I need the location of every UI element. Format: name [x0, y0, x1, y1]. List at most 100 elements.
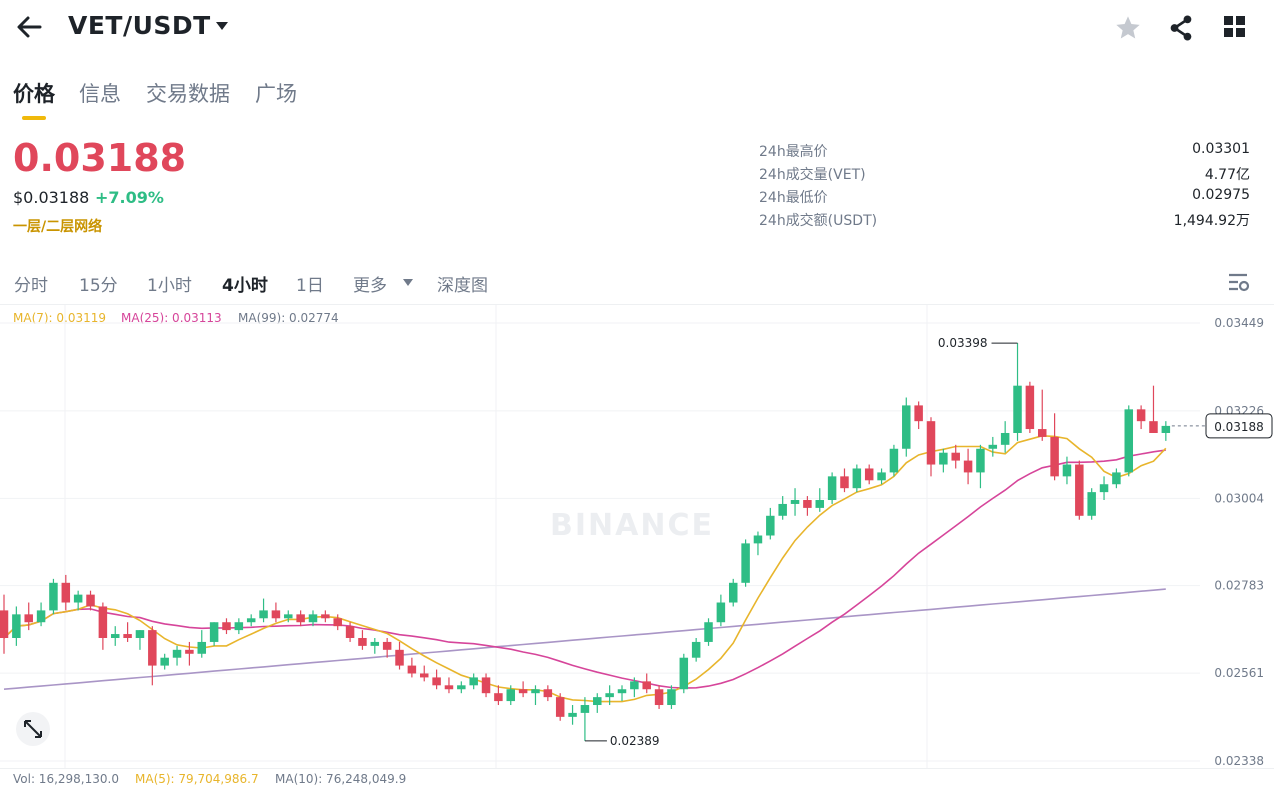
candle-body	[86, 594, 95, 607]
interval-1h[interactable]: 1小时	[147, 276, 192, 296]
stat-label-high: 24h最高价	[759, 144, 828, 160]
candle-body	[1161, 425, 1171, 433]
candle-body	[1000, 432, 1010, 445]
candle-body	[741, 543, 750, 583]
category-tag[interactable]: 一层/二层网络	[13, 219, 103, 235]
ma99-label: MA(99): 0.02774	[238, 311, 339, 325]
candle-body	[580, 705, 590, 713]
candle-body	[308, 614, 318, 623]
candle-body	[395, 649, 404, 666]
candle-body	[976, 448, 985, 473]
candle-body	[939, 452, 948, 465]
volume-label: Vol: 16,298,130.0	[13, 772, 119, 786]
candle-body	[704, 622, 713, 642]
candle-body	[419, 673, 429, 678]
candle-body	[98, 606, 108, 638]
candle-body	[1099, 484, 1109, 493]
ma25-line	[3, 449, 1166, 689]
y-tick-label: 0.03004	[1214, 491, 1264, 505]
candle-body	[864, 468, 874, 481]
expand-icon[interactable]	[16, 712, 50, 746]
interval-1d[interactable]: 1日	[296, 276, 324, 296]
candle-body	[679, 657, 689, 690]
candle-body	[753, 535, 763, 544]
tab-info[interactable]: 信息	[79, 82, 121, 106]
tab-trade-data[interactable]: 交易数据	[146, 82, 230, 106]
candle-body	[531, 689, 540, 694]
ma7-line	[3, 434, 1167, 703]
candle-body	[1112, 472, 1121, 485]
candle-body	[642, 681, 651, 690]
tab-price[interactable]: 价格	[13, 82, 55, 106]
candle-body	[543, 689, 553, 698]
share-icon[interactable]	[1168, 14, 1194, 42]
candle-body	[963, 460, 973, 473]
star-icon[interactable]	[1114, 14, 1142, 42]
last-price: 0.03188	[13, 136, 187, 180]
candle-body	[407, 665, 417, 674]
chart-grid	[0, 305, 1200, 768]
y-tick-label: 0.03449	[1214, 316, 1264, 330]
back-arrow-icon[interactable]	[16, 14, 42, 40]
grid-icon[interactable]	[1224, 16, 1246, 38]
candle-body	[197, 641, 207, 654]
candle-body	[209, 622, 219, 642]
candle-body	[716, 602, 726, 623]
interval-line[interactable]: 分时	[14, 276, 48, 296]
tab-square[interactable]: 广场	[255, 82, 297, 106]
candle-body	[284, 614, 293, 619]
ma7-label: MA(7): 0.03119	[13, 311, 107, 325]
candle-body	[0, 610, 9, 638]
candle-body	[790, 500, 800, 504]
interval-15m[interactable]: 15分	[79, 276, 118, 296]
candle-body	[902, 405, 911, 449]
low-marker-label: 0.02389	[610, 734, 660, 748]
candle-body	[1037, 429, 1047, 437]
interval-depth[interactable]: 深度图	[437, 276, 488, 296]
candle-body	[185, 649, 194, 654]
candle-body	[1124, 409, 1134, 473]
candle-body	[296, 614, 305, 623]
candle-body	[617, 689, 627, 694]
active-tab-indicator	[22, 116, 46, 120]
dropdown-caret-icon[interactable]	[214, 20, 230, 32]
candle-body	[148, 630, 157, 666]
candle-body	[914, 405, 923, 422]
candle-body	[593, 697, 602, 706]
candle-body	[555, 697, 565, 717]
y-tick-label: 0.02561	[1214, 666, 1264, 680]
pair-title[interactable]: VET/USDT	[68, 11, 211, 40]
candle-body	[1075, 464, 1084, 516]
candlestick-chart[interactable]: BINANCE 0.034490.032260.030040.027830.02…	[0, 305, 1274, 770]
candle-body	[728, 582, 738, 603]
candle-body	[370, 641, 380, 646]
candle-body	[345, 626, 355, 638]
candle-body	[840, 476, 849, 489]
candle-body	[321, 614, 330, 619]
more-caret-icon[interactable]	[402, 278, 414, 287]
candle-body	[1062, 464, 1072, 477]
candle-body	[691, 641, 701, 658]
stat-label-low: 24h最低价	[759, 190, 828, 206]
candle-body	[333, 618, 342, 627]
interval-4h[interactable]: 4小时	[222, 276, 268, 296]
candle-body	[667, 689, 676, 706]
volume-divider	[0, 768, 1274, 769]
candle-body	[481, 677, 491, 694]
candle-body	[815, 500, 825, 508]
candle-body	[271, 610, 281, 619]
candle-body	[444, 685, 454, 690]
candle-body	[852, 468, 862, 489]
candle-body	[926, 421, 936, 465]
candle-body	[803, 500, 812, 508]
interval-more[interactable]: 更多	[353, 276, 387, 296]
y-axis: 0.034490.032260.030040.027830.025610.023…	[1214, 316, 1264, 768]
last-price-tag: 0.03188	[1214, 420, 1264, 434]
watermark: BINANCE	[550, 508, 714, 543]
candle-body	[73, 594, 83, 603]
price-change: +7.09%	[95, 188, 164, 207]
candle-body	[951, 452, 960, 461]
candle-body	[1025, 385, 1035, 430]
chart-settings-icon[interactable]	[1228, 272, 1250, 292]
candle-body	[494, 693, 503, 702]
